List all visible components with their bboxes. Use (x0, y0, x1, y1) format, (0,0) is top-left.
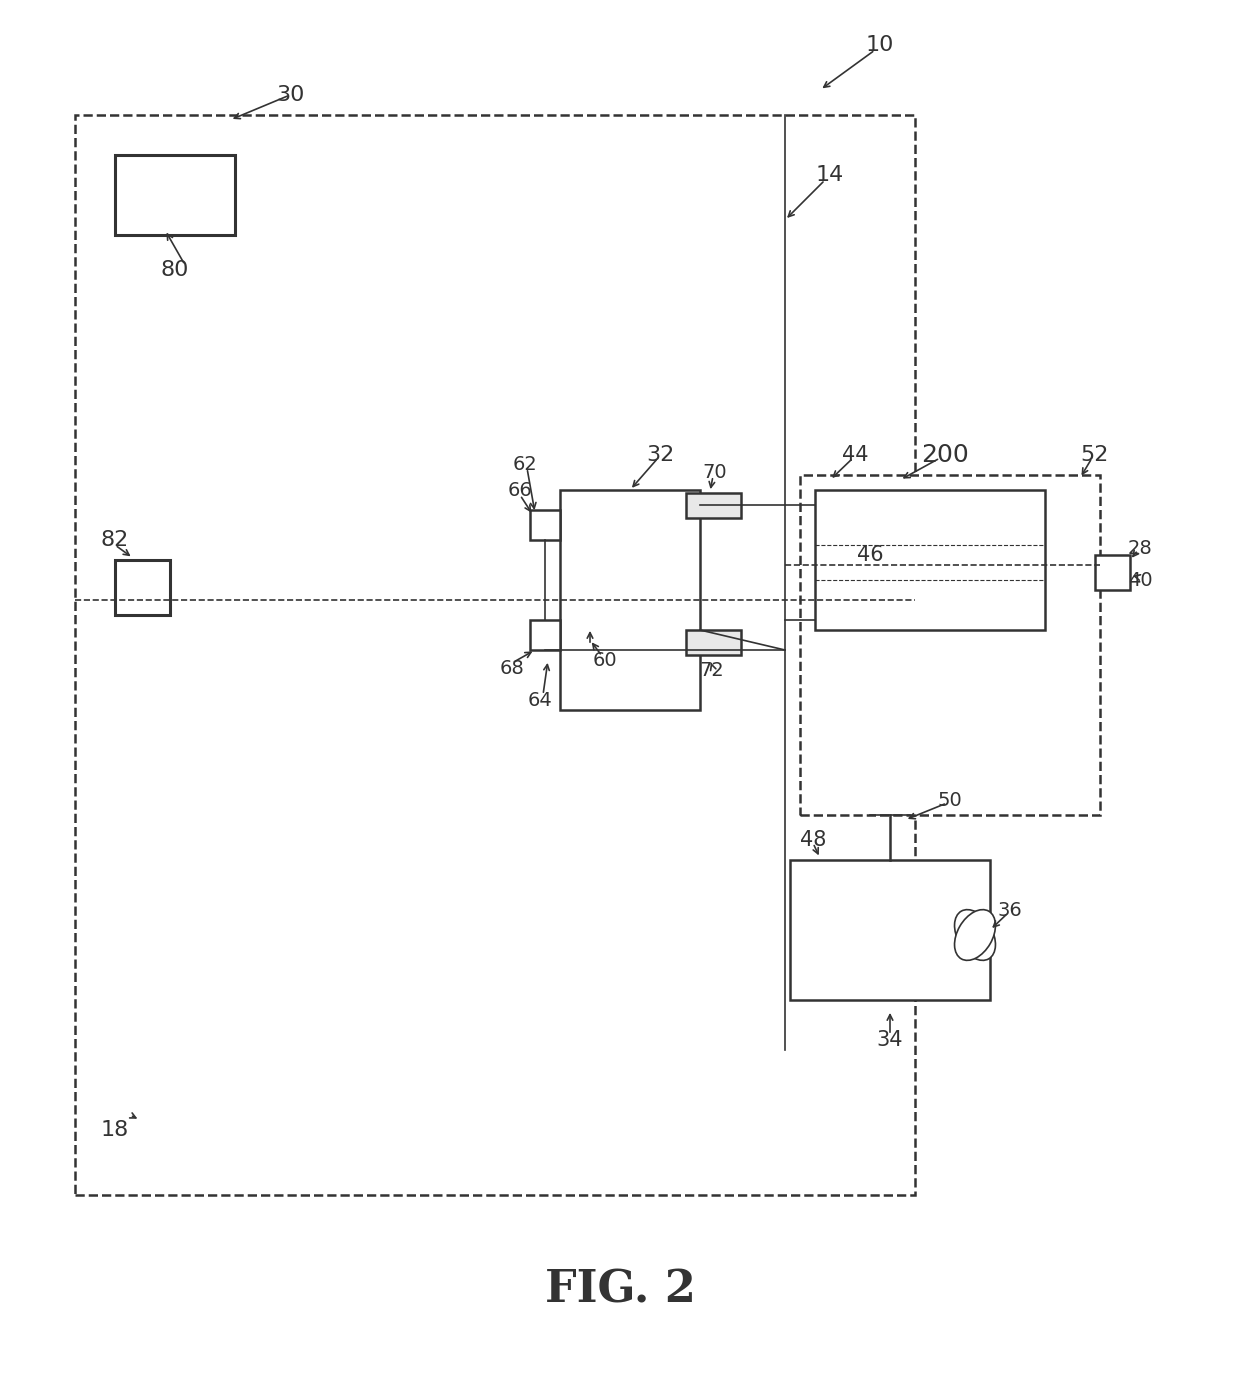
Text: FIG. 2: FIG. 2 (544, 1269, 696, 1311)
Text: 40: 40 (1127, 571, 1152, 589)
Text: 200: 200 (921, 443, 968, 467)
Text: 46: 46 (857, 545, 883, 566)
Bar (529, 509, 560, 540)
Bar (74, 115, 915, 1195)
Bar (686, 630, 742, 655)
Text: 52: 52 (1081, 445, 1110, 465)
Bar (800, 475, 1100, 816)
Text: 66: 66 (507, 481, 532, 500)
Text: 72: 72 (699, 660, 724, 680)
Text: 44: 44 (842, 445, 868, 465)
Text: 14: 14 (816, 165, 844, 185)
Text: 30: 30 (275, 85, 304, 104)
Text: 64: 64 (528, 691, 552, 710)
Bar (790, 859, 990, 1000)
Bar (115, 155, 236, 235)
Bar (115, 560, 170, 615)
Text: 34: 34 (877, 1030, 903, 1050)
Text: 36: 36 (998, 901, 1022, 920)
Text: 62: 62 (512, 456, 537, 475)
Ellipse shape (955, 910, 996, 960)
Bar (560, 490, 701, 710)
Text: 48: 48 (800, 831, 826, 850)
Text: 68: 68 (500, 659, 525, 677)
Text: 28: 28 (1127, 538, 1152, 557)
Text: 80: 80 (161, 259, 190, 280)
Text: 50: 50 (937, 791, 962, 810)
Bar (686, 493, 742, 518)
Bar (529, 621, 560, 649)
Text: 32: 32 (646, 445, 675, 465)
Bar (815, 490, 1045, 630)
Bar (1095, 555, 1130, 590)
Ellipse shape (955, 910, 996, 960)
Text: 60: 60 (593, 651, 618, 670)
Text: 18: 18 (100, 1120, 129, 1140)
Text: 82: 82 (100, 530, 129, 551)
Text: 10: 10 (866, 34, 894, 55)
Text: 70: 70 (703, 463, 728, 482)
